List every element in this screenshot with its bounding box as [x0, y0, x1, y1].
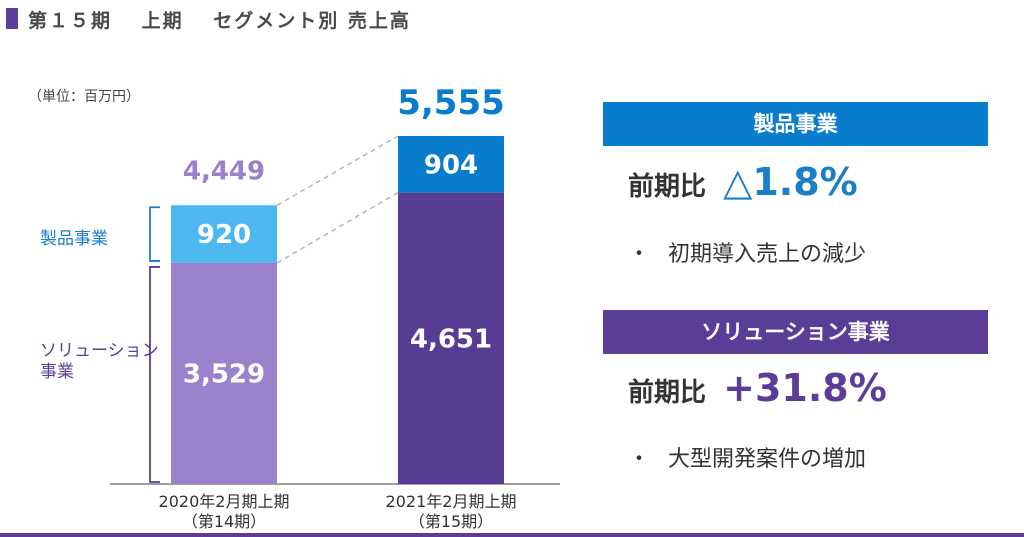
total-label-fy14: 4,449 [183, 156, 265, 186]
data-label-product-fy15: 904 [424, 150, 478, 180]
x-label-fy14: 2020年2月期上期 （第14期） [124, 492, 324, 532]
segment-label-product: 製品事業 [40, 229, 108, 249]
bullet-dot-solution: ・ [628, 447, 651, 472]
bullet-text-product: 初期導入売上の減少 [668, 242, 867, 267]
stacked-bar-chart: 3,529 920 4,449 4,651 904 5,555 [110, 83, 560, 485]
title-accent-bar [6, 8, 18, 29]
bullet-product: ・初期導入売上の減少 [628, 236, 866, 268]
total-label-fy15: 5,555 [397, 83, 505, 123]
segment-label-solution-line2: 事業 [40, 362, 74, 382]
comparison-value-product: △1.8% [723, 160, 858, 204]
data-label-solution-fy14: 3,529 [183, 359, 265, 389]
bracket-product [149, 206, 160, 262]
segment-label-solution: ソリューション 事業 [40, 341, 159, 383]
x-label-fy14-line1: 2020年2月期上期 [158, 492, 290, 511]
bottom-rule [0, 533, 1024, 537]
connector-mid-dashed [276, 191, 399, 264]
panel-header-product: 製品事業 [603, 102, 988, 146]
bar-product-fy15 [398, 136, 504, 193]
x-label-fy14-line2: （第14期） [181, 512, 267, 531]
data-label-product-fy14: 920 [197, 220, 251, 250]
comparison-solution: 前期比 +31.8% [628, 366, 887, 410]
bullet-text-solution: 大型開発案件の増加 [668, 447, 867, 472]
page-title: 第１５期 上期 セグメント別 売上高 [28, 10, 411, 32]
comparison-label-product: 前期比 [628, 172, 707, 202]
comparison-label-solution: 前期比 [628, 378, 707, 408]
x-label-fy15-line2: （第15期） [408, 512, 494, 531]
unit-label: （単位：百万円） [28, 89, 140, 105]
panel-header-solution: ソリューション事業 [603, 310, 988, 354]
x-label-fy15: 2021年2月期上期 （第15期） [351, 492, 551, 532]
data-label-solution-fy15: 4,651 [410, 324, 492, 354]
bar-solution-fy14 [171, 262, 277, 484]
bracket-solution [149, 266, 160, 483]
bullet-dot-product: ・ [628, 242, 651, 267]
x-label-fy15-line1: 2021年2月期上期 [385, 492, 517, 511]
connector-top-dashed [276, 135, 399, 206]
segment-label-solution-line1: ソリューション [40, 341, 159, 361]
bullet-solution: ・大型開発案件の増加 [628, 441, 866, 473]
comparison-product: 前期比 △1.8% [628, 160, 858, 204]
comparison-value-solution: +31.8% [723, 366, 887, 410]
bar-product-fy14 [171, 205, 277, 263]
bar-solution-fy15 [398, 192, 504, 485]
